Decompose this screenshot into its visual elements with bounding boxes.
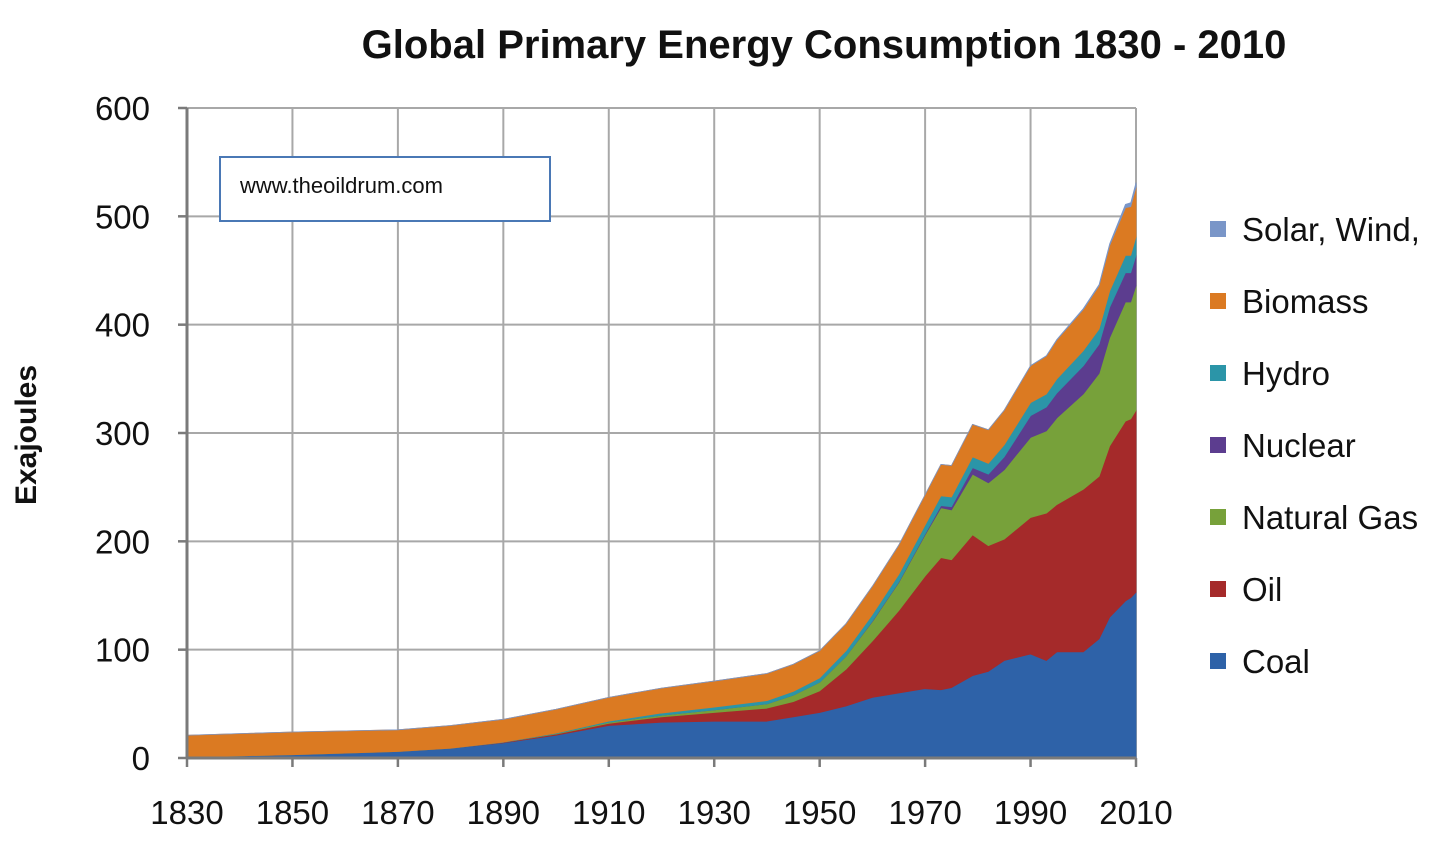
watermark-text: www.theoildrum.com xyxy=(239,173,443,198)
x-tick-label: 2010 xyxy=(1099,794,1172,831)
y-tick-label: 100 xyxy=(95,632,150,669)
watermark-box: www.theoildrum.com xyxy=(219,156,551,222)
legend-swatch-solar-wind xyxy=(1210,221,1226,237)
x-tick-label: 1850 xyxy=(256,794,329,831)
x-tick-label: 1870 xyxy=(361,794,434,831)
legend-label-coal: Coal xyxy=(1242,643,1310,680)
legend-label-oil: Oil xyxy=(1242,571,1282,608)
x-tick-label: 1970 xyxy=(888,794,961,831)
x-tick-label: 1990 xyxy=(994,794,1067,831)
y-axis-title: Exajoules xyxy=(10,365,43,505)
y-tick-label: 0 xyxy=(132,740,150,777)
legend: Solar, Wind, Biomass Hydro Nuclear Natural G… xyxy=(1210,211,1420,680)
y-tick-label: 200 xyxy=(95,523,150,560)
y-tick-label: 500 xyxy=(95,198,150,235)
x-tick-label: 1930 xyxy=(678,794,751,831)
legend-swatch-natural-gas xyxy=(1210,509,1226,525)
x-tick-label: 1830 xyxy=(150,794,223,831)
axes xyxy=(178,106,1138,767)
stacked-areas xyxy=(186,182,1137,759)
legend-label-biomass: Biomass xyxy=(1242,283,1369,320)
legend-label-hydro: Hydro xyxy=(1242,355,1330,392)
legend-swatch-oil xyxy=(1210,581,1226,597)
legend-label-solar-wind: Solar, Wind, xyxy=(1242,211,1420,248)
legend-swatch-coal xyxy=(1210,653,1226,669)
area-solar-wind-other xyxy=(186,182,1137,736)
x-tick-label: 1910 xyxy=(572,794,645,831)
y-tick-labels: 0 100 200 300 400 500 600 xyxy=(95,90,150,777)
y-tick-label: 600 xyxy=(95,90,150,127)
legend-swatch-nuclear xyxy=(1210,437,1226,453)
chart-title: Global Primary Energy Consumption 1830 -… xyxy=(362,23,1287,67)
legend-label-nuclear: Nuclear xyxy=(1242,427,1356,464)
legend-label-natural-gas: Natural Gas xyxy=(1242,499,1418,536)
x-tick-label: 1890 xyxy=(467,794,540,831)
y-tick-label: 400 xyxy=(95,307,150,344)
legend-swatch-hydro xyxy=(1210,365,1226,381)
x-tick-label: 1950 xyxy=(783,794,856,831)
x-tick-labels: 1830 1850 1870 1890 1910 1930 1950 1970 1990 2010 xyxy=(150,794,1172,831)
legend-swatch-biomass xyxy=(1210,293,1226,309)
y-tick-label: 300 xyxy=(95,415,150,452)
